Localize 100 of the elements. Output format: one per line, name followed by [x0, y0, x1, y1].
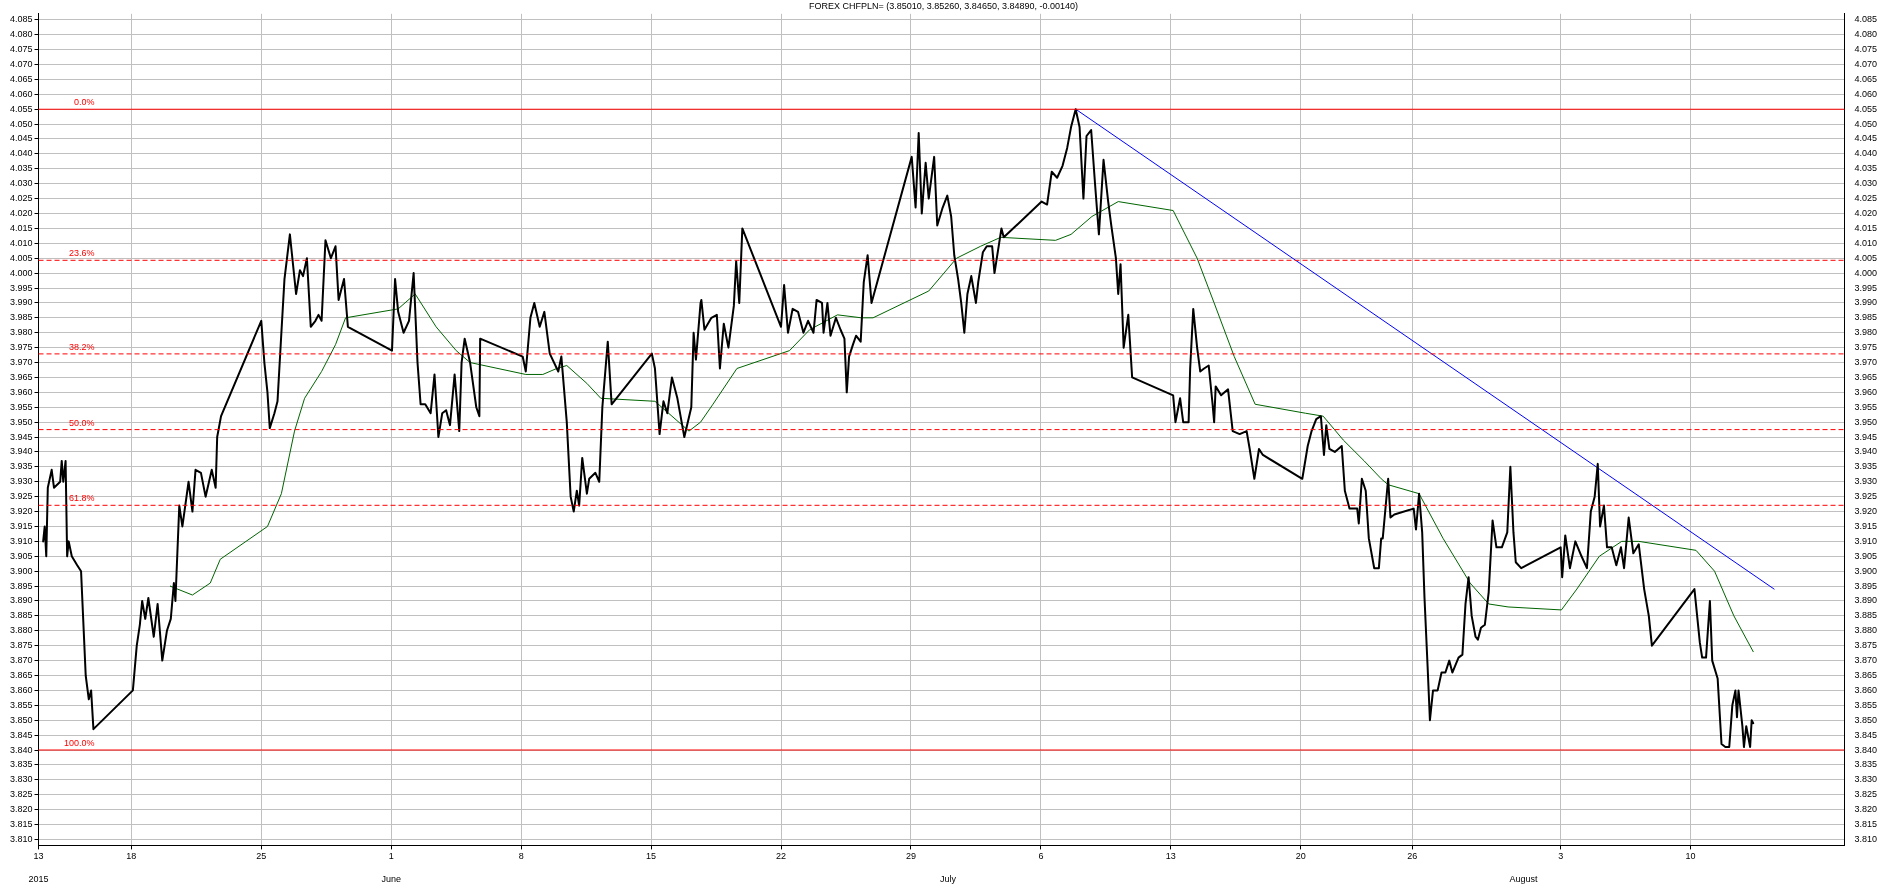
annotation: 0.0% — [74, 97, 95, 108]
y-tick-label: 3.930 — [9, 476, 33, 487]
y-tick-label: 4.065 — [9, 73, 33, 84]
y-tick-label: 4.020 — [9, 207, 33, 218]
y2-tick-label: 4.065 — [1854, 73, 1878, 84]
y2-tick-label: 3.965 — [1854, 371, 1878, 382]
y-tick-label: 3.990 — [9, 297, 33, 308]
y2-tick-label: 3.875 — [1854, 640, 1878, 651]
y2-tick-label: 3.985 — [1854, 312, 1878, 323]
y-tick-label: 3.870 — [9, 655, 33, 666]
y2-tick-label: 4.000 — [1854, 267, 1878, 278]
x-tick-label: 29 — [905, 851, 916, 862]
y2-tick-label: 3.835 — [1854, 759, 1878, 770]
x2-tick-label: 2015 — [28, 874, 49, 885]
y-tick-label: 4.060 — [9, 88, 33, 99]
y-tick-label: 3.935 — [9, 461, 33, 472]
y2-tick-label: 3.840 — [1854, 744, 1878, 755]
y2-tick-label: 3.870 — [1854, 655, 1878, 666]
y-tick-label: 3.810 — [9, 833, 33, 844]
y2-tick-label: 4.010 — [1854, 237, 1878, 248]
y-tick-label: 3.885 — [9, 610, 33, 621]
y-tick-label: 3.900 — [9, 565, 33, 576]
y-tick-label: 3.890 — [9, 595, 33, 606]
y2-tick-label: 3.845 — [1854, 729, 1878, 740]
y-tick-label: 3.830 — [9, 774, 33, 785]
y2-tick-label: 3.995 — [1854, 282, 1878, 293]
x-tick-label: 15 — [646, 851, 657, 862]
y-tick-label: 4.080 — [9, 29, 33, 40]
y2-tick-label: 4.005 — [1854, 252, 1878, 263]
y-tick-label: 3.895 — [9, 580, 33, 591]
y2-tick-label: 3.850 — [1854, 714, 1878, 725]
y-tick-label: 4.035 — [9, 163, 33, 174]
x-tick-label: 18 — [126, 851, 137, 862]
y-tick-label: 3.960 — [9, 386, 33, 397]
y2-tick-label: 3.950 — [1854, 416, 1878, 427]
x-tick-label: 10 — [1685, 851, 1696, 862]
annotation: 23.6% — [68, 248, 95, 259]
y2-tick-label: 4.075 — [1854, 44, 1878, 55]
x-tick-label: 3 — [1558, 851, 1564, 862]
y2-tick-label: 3.915 — [1854, 520, 1878, 531]
y2-tick-label: 3.880 — [1854, 625, 1878, 636]
y2-tick-label: 3.885 — [1854, 610, 1878, 621]
y2-tick-label: 3.820 — [1854, 804, 1878, 815]
y-tick-label: 3.975 — [9, 342, 33, 353]
y-tick-label: 3.970 — [9, 357, 33, 368]
y-tick-label: 3.995 — [9, 282, 33, 293]
y2-tick-label: 3.970 — [1854, 357, 1878, 368]
y2-tick-label: 4.055 — [1854, 103, 1878, 114]
y2-tick-label: 3.905 — [1854, 550, 1878, 561]
y-tick-label: 4.005 — [9, 252, 33, 263]
y-tick-label: 4.050 — [9, 118, 33, 129]
y2-tick-label: 3.920 — [1854, 506, 1878, 517]
x2-tick-label: June — [381, 874, 401, 885]
annotation: 61.8% — [68, 493, 95, 504]
y2-tick-label: 4.045 — [1854, 133, 1878, 144]
y2-tick-label: 4.020 — [1854, 207, 1878, 218]
y-tick-label: 4.075 — [9, 44, 33, 55]
y-tick-label: 3.955 — [9, 401, 33, 412]
y2-tick-label: 3.975 — [1854, 342, 1878, 353]
x-tick-label: 13 — [33, 851, 44, 862]
y2-tick-label: 4.070 — [1854, 58, 1878, 69]
y-tick-label: 3.945 — [9, 431, 33, 442]
chart-title: FOREX CHFPLN= (3.85010, 3.85260, 3.84650, 3.84890, -0.00140) — [809, 0, 1078, 11]
y2-tick-label: 3.930 — [1854, 476, 1878, 487]
y2-tick-label: 3.960 — [1854, 386, 1878, 397]
y2-tick-label: 3.865 — [1854, 669, 1878, 680]
annotation: 38.2% — [68, 341, 95, 352]
y2-tick-label: 3.980 — [1854, 327, 1878, 338]
y2-tick-label: 3.830 — [1854, 774, 1878, 785]
y-tick-label: 3.980 — [9, 327, 33, 338]
y-tick-label: 3.910 — [9, 535, 33, 546]
y2-tick-label: 3.945 — [1854, 431, 1878, 442]
y-tick-label: 3.835 — [9, 759, 33, 770]
y-tick-label: 4.040 — [9, 148, 33, 159]
y2-tick-label: 4.035 — [1854, 163, 1878, 174]
y-tick-label: 3.845 — [9, 729, 33, 740]
y-tick-label: 4.070 — [9, 58, 33, 69]
y2-tick-label: 3.890 — [1854, 595, 1878, 606]
y-tick-label: 3.860 — [9, 684, 33, 695]
x2-tick-label: July — [940, 874, 957, 885]
y2-tick-label: 4.050 — [1854, 118, 1878, 129]
x-tick-label: 13 — [1165, 851, 1176, 862]
y-tick-label: 4.030 — [9, 178, 33, 189]
y-tick-label: 3.915 — [9, 520, 33, 531]
y2-tick-label: 3.940 — [1854, 446, 1878, 457]
y2-tick-label: 3.860 — [1854, 684, 1878, 695]
x-tick-label: 6 — [1038, 851, 1044, 862]
y-tick-label: 4.055 — [9, 103, 33, 114]
y-tick-label: 3.865 — [9, 669, 33, 680]
y-tick-label: 3.940 — [9, 446, 33, 457]
y2-tick-label: 3.810 — [1854, 833, 1878, 844]
y-tick-label: 3.815 — [9, 819, 33, 830]
y-tick-label: 3.840 — [9, 744, 33, 755]
y-tick-label: 4.010 — [9, 237, 33, 248]
y-tick-label: 3.985 — [9, 312, 33, 323]
x-tick-label: 25 — [256, 851, 267, 862]
x2-tick-label: August — [1509, 874, 1539, 885]
x-tick-label: 26 — [1407, 851, 1418, 862]
y2-tick-label: 4.015 — [1854, 222, 1878, 233]
y2-tick-label: 3.910 — [1854, 535, 1878, 546]
